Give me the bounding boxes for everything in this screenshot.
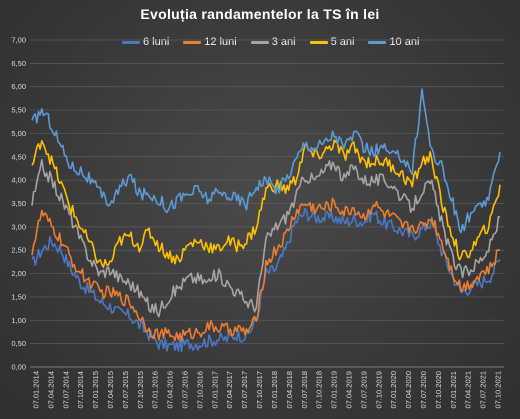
- series-line-5-ani: [31, 139, 501, 269]
- x-tick-label: 07.10.2020: [434, 371, 443, 409]
- x-tick-label: 07.07.2015: [121, 371, 130, 409]
- y-tick-label: 0,50: [11, 339, 26, 348]
- x-tick-label: 07.01.2017: [210, 371, 219, 409]
- legend-swatch: [183, 40, 202, 44]
- x-tick-label: 07.01.2021: [449, 371, 458, 409]
- x-tick-label: 07.04.2014: [46, 371, 55, 409]
- y-tick-label: 3,50: [11, 199, 26, 208]
- legend-label: 10 ani: [389, 36, 420, 48]
- legend-label: 3 ani: [271, 36, 296, 48]
- series-line-6-luni: [31, 207, 501, 353]
- series-line-12-luni: [31, 197, 501, 343]
- x-tick-label: 07.04.2020: [404, 371, 413, 409]
- x-tick-label: 07.07.2014: [61, 371, 70, 409]
- y-tick-label: 4,00: [11, 176, 26, 185]
- x-tick-label: 07.07.2019: [359, 371, 368, 409]
- legend-swatch: [368, 40, 387, 44]
- x-axis-ticks: 07.01.2014 07.04.2014 07.07.2014 07.10.2014…: [32, 371, 503, 409]
- y-tick-label: 1,00: [11, 316, 26, 325]
- y-tick-label: 3,00: [11, 222, 26, 231]
- gridlines: [30, 39, 504, 368]
- y-tick-label: 2,50: [11, 246, 26, 255]
- legend-swatch: [122, 40, 140, 44]
- x-tick-label: 07.10.2017: [255, 371, 264, 409]
- chart-title: Evoluția randamentelor la TS în lei: [140, 6, 380, 22]
- x-tick-label: 07.01.2019: [330, 371, 339, 409]
- legend-swatch: [250, 40, 269, 44]
- chart-legend: 6 luni 12 luni 3 ani 5 ani 10 ani: [122, 36, 419, 48]
- legend-item: 5 ani: [309, 36, 355, 48]
- x-tick-label: 07.10.2015: [136, 371, 145, 409]
- x-tick-label: 07.10.2014: [76, 371, 85, 409]
- legend-item: 12 luni: [183, 36, 237, 48]
- x-tick-label: 07.07.2021: [479, 371, 488, 409]
- x-tick-label: 07.10.2019: [374, 371, 383, 409]
- x-tick-label: 07.01.2018: [270, 371, 279, 409]
- x-tick-label: 07.04.2016: [166, 371, 175, 409]
- x-tick-label: 07.07.2017: [240, 371, 249, 409]
- y-tick-label: 4,50: [11, 152, 26, 161]
- y-tick-label: 7,00: [11, 36, 26, 45]
- x-tick-label: 07.10.2016: [195, 371, 204, 409]
- x-tick-label: 07.07.2018: [300, 371, 309, 409]
- x-tick-label: 07.10.2018: [315, 371, 324, 409]
- x-tick-label: 07.01.2015: [91, 371, 100, 409]
- x-tick-label: 07.01.2016: [151, 371, 160, 409]
- series-line-3-ani: [31, 159, 501, 318]
- y-tick-label: 5,50: [11, 106, 26, 115]
- y-tick-label: 5,00: [11, 129, 26, 138]
- legend-label: 6 luni: [143, 36, 170, 48]
- legend-item: 10 ani: [368, 36, 419, 48]
- legend-item: 6 luni: [122, 36, 169, 48]
- y-tick-label: 1,50: [11, 292, 26, 301]
- series-line-10-ani: [31, 88, 501, 234]
- legend-swatch: [309, 40, 328, 44]
- legend-label: 12 luni: [204, 36, 237, 48]
- series-lines: [31, 88, 501, 353]
- x-tick-label: 07.04.2017: [225, 371, 234, 409]
- legend-item: 3 ani: [250, 36, 296, 48]
- x-tick-label: 07.10.2021: [494, 371, 503, 409]
- x-tick-label: 07.04.2019: [344, 371, 353, 409]
- y-tick-label: 6,00: [11, 82, 26, 91]
- x-tick-label: 07.04.2015: [106, 371, 115, 409]
- x-tick-label: 07.01.2020: [389, 371, 398, 409]
- y-tick-label: 0,00: [11, 363, 26, 372]
- x-tick-label: 07.04.2021: [464, 371, 473, 409]
- legend-label: 5 ani: [330, 36, 355, 48]
- y-tick-label: 6,50: [11, 59, 26, 68]
- x-tick-label: 07.01.2014: [32, 371, 41, 409]
- x-tick-label: 07.07.2020: [419, 371, 428, 409]
- x-tick-label: 07.07.2016: [181, 371, 190, 409]
- y-axis-ticks: 0,00 0,50 1,00 1,50 2,00 2,50 3,00 3,50 4,00 4,50…: [11, 36, 26, 372]
- x-tick-label: 07.04.2018: [285, 371, 294, 409]
- y-tick-label: 2,00: [11, 269, 26, 278]
